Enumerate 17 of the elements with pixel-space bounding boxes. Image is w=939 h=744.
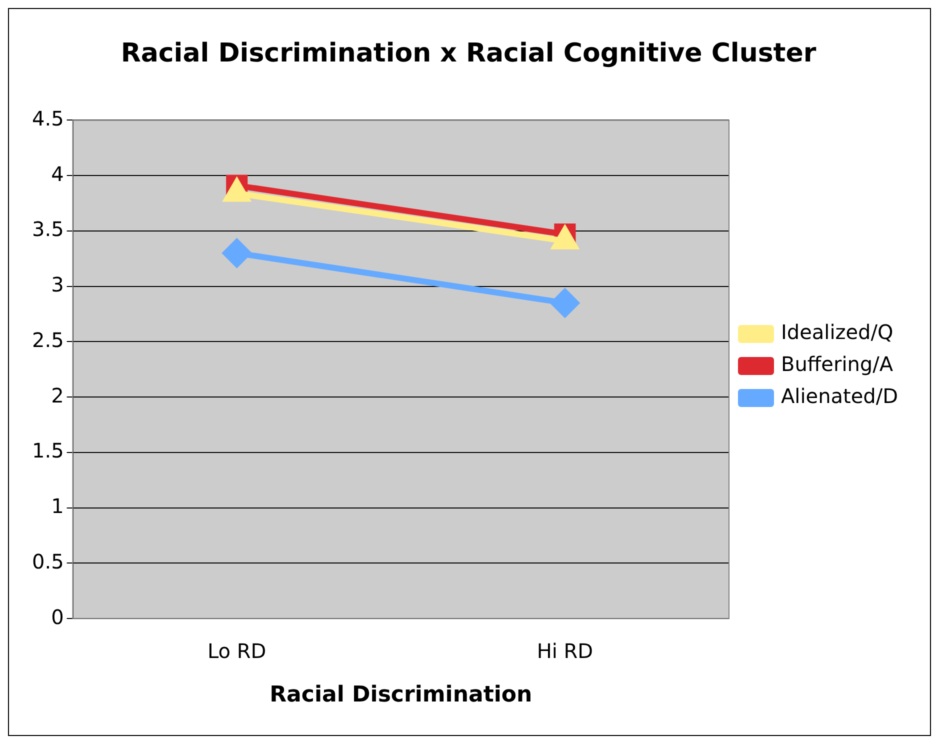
x-tick-label: Hi RD (536, 638, 594, 663)
chart-title: Racial Discrimination x Racial Cognitive Cluster (120, 38, 816, 68)
legend-label: Idealized/Q (780, 320, 894, 344)
y-tick-label: 3.5 (32, 217, 64, 242)
y-tick-label: 4.5 (32, 106, 64, 130)
y-tick-label: 0.5 (32, 549, 64, 574)
y-tick-label: 0 (51, 604, 64, 629)
y-tick-label: 4 (51, 162, 64, 186)
y-tick-label: 1 (51, 494, 64, 518)
legend-label: Buffering/A (780, 352, 894, 376)
y-tick-label: 3 (51, 272, 64, 297)
x-axis-title: Racial Discrimination (270, 682, 532, 708)
y-tick-label: 1.5 (32, 438, 64, 463)
x-tick-label: Lo RD (208, 638, 266, 663)
y-tick-label: 2 (51, 383, 64, 408)
legend-label: Alienated/D (780, 384, 898, 408)
y-tick-label: 2.5 (32, 328, 64, 352)
